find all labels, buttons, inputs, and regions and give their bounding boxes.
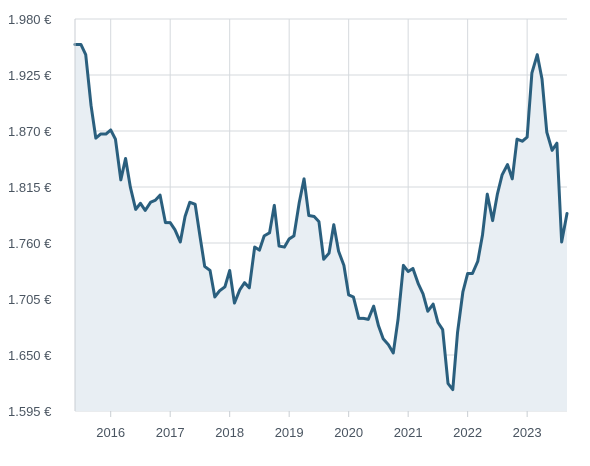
axis-layer <box>74 19 528 417</box>
series-line <box>73 42 569 392</box>
y-tick-label: 1.870 € <box>8 124 52 139</box>
x-axis-ticks: 2016 2017 2018 2019 2020 2021 2022 2023 <box>96 425 541 440</box>
x-tick-label: 2016 <box>96 425 125 440</box>
line-layer <box>73 42 569 392</box>
y-tick-label: 1.980 € <box>8 12 52 27</box>
x-tick-label: 2017 <box>156 425 185 440</box>
x-tick-label: 2018 <box>215 425 244 440</box>
x-tick-label: 2022 <box>453 425 482 440</box>
y-tick-label: 1.815 € <box>8 180 52 195</box>
y-tick-label: 1.595 € <box>8 404 52 419</box>
x-tick-label: 2021 <box>394 425 423 440</box>
y-axis-ticks: 1.980 € 1.925 € 1.870 € 1.815 € 1.760 € 1.705… <box>8 12 52 419</box>
y-tick-label: 1.705 € <box>8 292 52 307</box>
y-tick-label: 1.760 € <box>8 236 52 251</box>
x-tick-label: 2020 <box>334 425 363 440</box>
y-tick-label: 1.650 € <box>8 348 52 363</box>
x-tick-label: 2023 <box>513 425 542 440</box>
series-area-fill <box>75 44 567 411</box>
area-layer <box>75 44 567 411</box>
y-tick-label: 1.925 € <box>8 68 52 83</box>
x-tick-label: 2019 <box>275 425 304 440</box>
